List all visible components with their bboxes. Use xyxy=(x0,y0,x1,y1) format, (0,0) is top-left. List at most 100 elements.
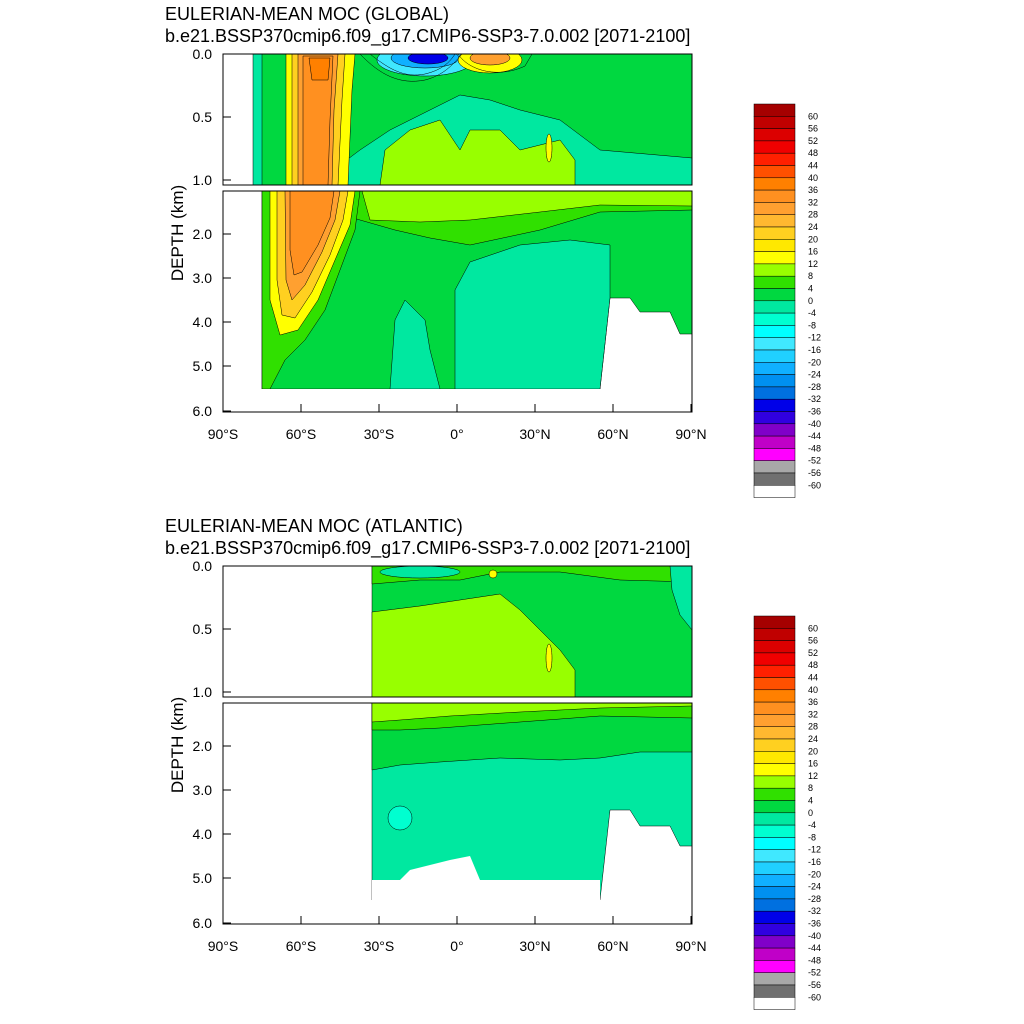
colorbar-label: -60 xyxy=(808,992,821,1002)
x-tick-label: 60°S xyxy=(286,938,317,954)
colorbar-swatch xyxy=(753,374,796,388)
x-tick-label: 60°N xyxy=(597,938,628,954)
title-global: EULERIAN-MEAN MOC (GLOBAL) xyxy=(165,4,449,24)
y-axis-global: 0.0 0.5 1.0 2.0 3.0 4.0 5.0 6.0 DEPTH (k… xyxy=(168,46,231,419)
colorbar-swatch xyxy=(753,984,796,998)
colorbar-swatch xyxy=(753,349,796,363)
colorbar-label: -60 xyxy=(808,480,821,490)
colorbar-swatch xyxy=(753,460,796,474)
region-8 xyxy=(371,593,576,697)
colorbar-atlantic: 60565248444036322824201612840-4-8-12-16-… xyxy=(753,615,821,1010)
colorbar-label: -12 xyxy=(808,333,821,343)
colorbar-swatch xyxy=(753,165,796,179)
x-tick-label: 0° xyxy=(450,426,463,442)
colorbar-swatch xyxy=(753,763,796,777)
y-tick-label: 1.0 xyxy=(193,172,213,188)
colorbar-label: 20 xyxy=(808,746,818,756)
colorbar-label: 16 xyxy=(808,759,818,769)
colorbar-swatch xyxy=(753,640,796,654)
contour-lines-global-upper xyxy=(359,54,533,82)
colorbar-label: 8 xyxy=(808,783,813,793)
colorbar-global: 60565248444036322824201612840-4-8-12-16-… xyxy=(753,103,821,498)
colorbar-swatch xyxy=(753,849,796,863)
colorbar-swatch xyxy=(753,947,796,961)
y-tick-label: 4.0 xyxy=(193,826,213,842)
colorbar-label: 36 xyxy=(808,697,818,707)
colorbar-swatch xyxy=(753,751,796,764)
colorbar-label: 0 xyxy=(808,808,813,818)
x-tick-label: 90°S xyxy=(208,938,239,954)
colorbar-label: 56 xyxy=(808,124,818,134)
colorbar-swatch xyxy=(753,615,796,629)
colorbar-label: 24 xyxy=(808,734,818,744)
colorbar-label: -24 xyxy=(808,882,821,892)
colorbar-label: -16 xyxy=(808,857,821,867)
region-spike xyxy=(545,643,553,673)
region-8 xyxy=(361,191,692,223)
colorbar-label: 4 xyxy=(808,284,813,294)
colorbar-swatch xyxy=(753,972,796,986)
colorbar-swatch xyxy=(753,485,796,498)
field-global-lower xyxy=(223,191,692,412)
colorbar-swatch xyxy=(753,472,796,486)
region-32 xyxy=(302,55,334,185)
colorbar-label: -8 xyxy=(808,832,816,842)
y-tick-label: 5.0 xyxy=(193,358,213,374)
colorbar-swatch xyxy=(753,128,796,142)
region-8 xyxy=(371,703,692,723)
colorbar-swatch xyxy=(753,652,796,666)
colorbar-label: 56 xyxy=(808,636,818,646)
y-tick-label: 6.0 xyxy=(193,915,213,931)
colorbar-label: -56 xyxy=(808,468,821,478)
colorbar-swatch xyxy=(753,116,796,129)
colorbar-label: -40 xyxy=(808,419,821,429)
colorbar-label: -4 xyxy=(808,820,816,830)
colorbar-label: -36 xyxy=(808,919,821,929)
colorbar-label: 24 xyxy=(808,222,818,232)
colorbar-label: 16 xyxy=(808,247,818,257)
colorbar-swatch xyxy=(753,312,796,326)
colorbar-label: -52 xyxy=(808,968,821,978)
colorbar-label: -20 xyxy=(808,869,821,879)
colorbar-label: -52 xyxy=(808,456,821,466)
colorbar-label: 60 xyxy=(808,623,818,633)
colorbar-label: 8 xyxy=(808,271,813,281)
seafloor-gap xyxy=(372,856,600,924)
colorbar-label: 12 xyxy=(808,771,818,781)
y-tick-label: 2.0 xyxy=(193,226,213,242)
field-global-upper xyxy=(252,54,692,185)
colorbar-label: 48 xyxy=(808,148,818,158)
colorbar-swatch xyxy=(753,239,796,252)
subtitle-global: b.e21.BSSP370cmip6.f09_g17.CMIP6-SSP3-7.… xyxy=(165,26,690,47)
region-neg4b xyxy=(669,566,692,631)
x-tick-label: 60°N xyxy=(597,426,628,442)
frame-atlantic-upper xyxy=(222,565,693,698)
x-axis-atlantic: 90°S 60°S 30°S 0° 30°N 60°N 90°N xyxy=(208,916,707,954)
title-atlantic: EULERIAN-MEAN MOC (ATLANTIC) xyxy=(165,516,463,536)
colorbar-swatch xyxy=(753,714,796,727)
colorbar-swatch xyxy=(753,140,796,154)
colorbar-swatch xyxy=(753,787,796,801)
frame-global-upper xyxy=(222,53,693,186)
colorbar-swatch xyxy=(753,997,796,1010)
x-tick-label: 90°S xyxy=(208,426,239,442)
colorbar-label: 4 xyxy=(808,796,813,806)
colorbar-swatch xyxy=(753,726,796,740)
y-tick-label: 4.0 xyxy=(193,314,213,330)
colorbar-swatch xyxy=(753,411,796,425)
colorbar-swatch xyxy=(753,861,796,875)
colorbar-label: -48 xyxy=(808,443,821,453)
colorbar-swatch xyxy=(753,263,796,277)
colorbar-label: 12 xyxy=(808,259,818,269)
colorbar-label: -28 xyxy=(808,382,821,392)
region-36 xyxy=(308,57,331,81)
colorbar-label: 40 xyxy=(808,173,818,183)
colorbar-swatch xyxy=(753,435,796,449)
colorbar-label: -56 xyxy=(808,980,821,990)
seafloor-gap xyxy=(223,389,692,412)
colorbar-label: 44 xyxy=(808,673,818,683)
y-tick-label: 0.0 xyxy=(193,558,213,574)
colorbar-swatch xyxy=(753,886,796,900)
colorbar-swatch xyxy=(753,775,796,789)
